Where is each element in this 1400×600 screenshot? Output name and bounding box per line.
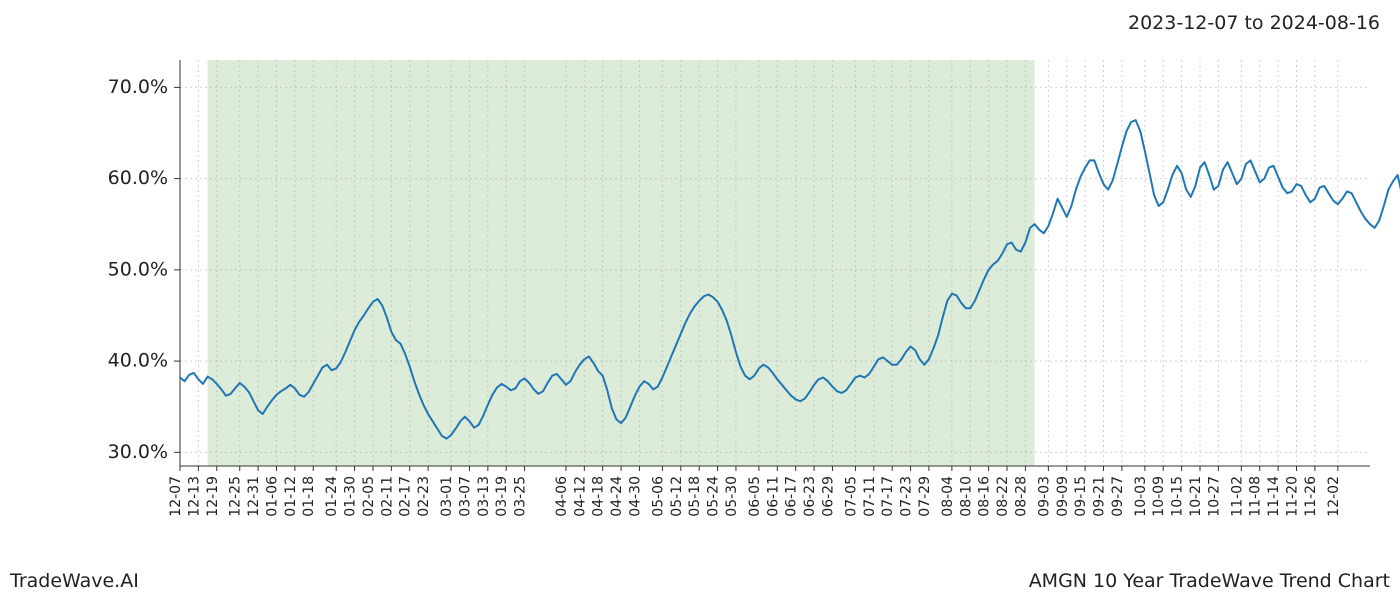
x-tick-label: 10-27 — [1206, 476, 1222, 517]
x-tick-label: 11-20 — [1284, 476, 1300, 517]
x-tick-label: 10-21 — [1188, 476, 1204, 517]
y-tick-label: 30.0% — [108, 441, 168, 463]
x-tick-label: 02-23 — [416, 476, 432, 517]
x-tick-label: 12-13 — [186, 476, 202, 517]
x-tick-label: 01-18 — [301, 476, 317, 517]
x-tick-label: 05-06 — [650, 476, 666, 517]
y-tick-label: 40.0% — [108, 350, 168, 372]
x-tick-label: 06-29 — [820, 476, 836, 517]
x-tick-label: 07-05 — [843, 476, 859, 517]
y-tick-label: 60.0% — [108, 167, 168, 189]
x-tick-label: 06-11 — [765, 476, 781, 517]
x-tick-label: 04-12 — [572, 476, 588, 517]
x-tick-label: 02-05 — [361, 476, 377, 517]
x-tick-label: 04-06 — [554, 476, 570, 517]
x-tick-label: 05-30 — [724, 476, 740, 517]
x-tick-label: 07-29 — [917, 476, 933, 517]
x-tick-label: 01-30 — [343, 476, 359, 517]
x-tick-label: 08-28 — [1013, 476, 1029, 517]
x-tick-label: 10-09 — [1151, 476, 1167, 517]
x-tick-label: 03-19 — [494, 476, 510, 517]
x-tick-label: 05-18 — [687, 476, 703, 517]
x-tick-label: 09-03 — [1036, 476, 1052, 517]
x-tick-label: 02-11 — [379, 476, 395, 517]
y-tick-label: 50.0% — [108, 258, 168, 280]
x-tick-label: 12-25 — [228, 476, 244, 517]
x-tick-label: 07-11 — [862, 476, 878, 517]
x-tick-label: 09-15 — [1073, 476, 1089, 517]
x-tick-label: 07-23 — [899, 476, 915, 517]
x-tick-label: 02-17 — [398, 476, 414, 517]
x-tick-label: 03-07 — [457, 476, 473, 517]
x-tick-label: 10-03 — [1133, 476, 1149, 517]
x-tick-label: 12-19 — [205, 476, 221, 517]
x-tick-label: 08-04 — [940, 476, 956, 517]
x-tick-label: 09-09 — [1055, 476, 1071, 517]
x-tick-label: 11-26 — [1303, 476, 1319, 517]
chart-container: { "header": { "date_range": "2023-12-07 … — [0, 0, 1400, 600]
x-tick-label: 11-14 — [1266, 476, 1282, 517]
x-tick-label: 03-13 — [476, 476, 492, 517]
x-tick-label: 12-31 — [246, 476, 262, 517]
x-tick-label: 04-30 — [627, 476, 643, 517]
x-tick-label: 03-25 — [513, 476, 529, 517]
x-tick-label: 04-24 — [609, 476, 625, 517]
x-tick-label: 06-23 — [802, 476, 818, 517]
x-tick-label: 05-12 — [669, 476, 685, 517]
x-tick-label: 09-21 — [1092, 476, 1108, 517]
x-tick-label: 10-15 — [1170, 476, 1186, 517]
x-tick-label: 12-07 — [168, 476, 184, 517]
x-tick-label: 01-06 — [264, 476, 280, 517]
y-tick-label: 70.0% — [108, 76, 168, 98]
x-tick-label: 01-24 — [324, 476, 340, 517]
x-tick-label: 09-27 — [1110, 476, 1126, 517]
x-tick-label: 06-17 — [784, 476, 800, 517]
x-tick-label: 03-01 — [439, 476, 455, 517]
x-tick-label: 06-05 — [747, 476, 763, 517]
x-tick-label: 08-22 — [995, 476, 1011, 517]
x-tick-label: 12-02 — [1326, 476, 1342, 517]
x-tick-label: 01-12 — [283, 476, 299, 517]
x-tick-label: 11-02 — [1229, 476, 1245, 517]
x-tick-label: 07-17 — [880, 476, 896, 517]
x-tick-label: 05-24 — [706, 476, 722, 517]
trend-chart: 30.0% 40.0% 50.0% 60.0% 70.0% 12-0712-1312-19… — [0, 0, 1400, 600]
x-tick-label: 08-10 — [958, 476, 974, 517]
x-tick-label: 08-16 — [977, 476, 993, 517]
x-tick-label: 11-08 — [1248, 476, 1264, 517]
x-tick-label: 04-18 — [591, 476, 607, 517]
